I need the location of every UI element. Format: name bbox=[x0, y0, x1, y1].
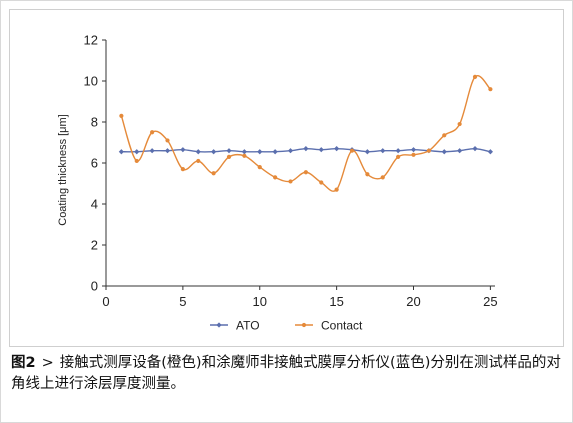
data-point-ato bbox=[395, 148, 401, 154]
data-point-ato bbox=[257, 149, 263, 155]
y-tick-label: 2 bbox=[91, 238, 98, 253]
data-point-contact bbox=[472, 74, 478, 79]
x-tick-label: 0 bbox=[102, 294, 109, 309]
data-point-ato bbox=[441, 149, 447, 155]
data-point-contact bbox=[396, 154, 401, 159]
series-layer bbox=[118, 74, 493, 192]
data-point-contact bbox=[150, 130, 155, 135]
data-point-contact bbox=[119, 113, 124, 118]
data-point-contact bbox=[365, 172, 370, 177]
data-point-contact bbox=[349, 148, 355, 153]
data-point-ato bbox=[134, 149, 140, 155]
data-point-contact bbox=[457, 121, 462, 127]
data-point-ato bbox=[226, 148, 232, 154]
data-point-ato bbox=[380, 148, 386, 154]
data-point-contact bbox=[134, 158, 139, 164]
legend-label-contact: Contact bbox=[321, 319, 363, 333]
data-point-ato bbox=[272, 149, 278, 155]
data-point-contact bbox=[288, 179, 293, 184]
y-axis-ticks: 0 2 4 6 8 10 12 bbox=[84, 33, 106, 294]
data-point-contact bbox=[273, 175, 278, 180]
data-point-ato bbox=[457, 148, 463, 154]
y-axis-label: Coating thickness [μm] bbox=[57, 114, 69, 226]
y-tick-label: 6 bbox=[91, 156, 98, 171]
data-point-ato bbox=[164, 148, 171, 154]
data-point-contact bbox=[380, 175, 385, 180]
data-point-ato bbox=[195, 149, 201, 155]
x-tick-label: 10 bbox=[253, 294, 267, 309]
data-point-ato bbox=[287, 148, 294, 154]
x-tick-label: 5 bbox=[179, 294, 186, 309]
data-point-ato bbox=[487, 149, 493, 155]
data-point-contact bbox=[180, 167, 185, 172]
caption-text: 接触式测厚设备(橙色)和涂魔师非接触式膜厚分析仪(蓝色)分别在测试样品的对角线上… bbox=[11, 355, 561, 392]
figure-caption: 图2 > 接触式测厚设备(橙色)和涂魔师非接触式膜厚分析仪(蓝色)分别在测试样品的对… bbox=[11, 353, 566, 395]
data-point-contact bbox=[303, 170, 308, 175]
y-tick-label: 10 bbox=[84, 74, 98, 89]
data-point-contact bbox=[165, 138, 170, 143]
x-tick-label: 20 bbox=[406, 294, 420, 309]
x-tick-label: 25 bbox=[483, 294, 497, 309]
data-point-ato bbox=[472, 146, 478, 152]
x-tick-label: 15 bbox=[329, 294, 343, 309]
series-ato bbox=[118, 146, 493, 155]
data-point-ato bbox=[211, 149, 217, 155]
data-point-contact bbox=[319, 180, 324, 185]
data-point-contact bbox=[211, 171, 216, 176]
y-tick-label: 12 bbox=[84, 33, 98, 48]
y-tick-label: 8 bbox=[91, 115, 98, 130]
y-tick-label: 4 bbox=[91, 197, 98, 212]
data-point-ato bbox=[180, 147, 186, 153]
data-point-ato bbox=[118, 149, 124, 155]
data-point-ato bbox=[334, 146, 340, 152]
data-point-contact bbox=[334, 187, 339, 192]
caption-separator: > bbox=[41, 355, 54, 371]
data-point-ato bbox=[303, 146, 309, 152]
line-chart: 0 2 4 6 8 10 12 0 5 10 15 20 25 Coating thickness [… bbox=[57, 33, 498, 333]
legend-marker-contact bbox=[301, 322, 307, 328]
data-point-contact bbox=[442, 133, 447, 138]
data-point-contact bbox=[242, 153, 247, 158]
plot-axes bbox=[105, 40, 495, 287]
y-tick-label: 0 bbox=[91, 279, 98, 294]
data-point-ato bbox=[410, 147, 417, 153]
data-point-ato bbox=[241, 149, 247, 155]
legend: ATO Contact bbox=[210, 319, 363, 333]
chart-panel: 0 2 4 6 8 10 12 0 5 10 15 20 25 Coating thickness [… bbox=[9, 9, 564, 347]
legend-marker-ato bbox=[216, 322, 222, 328]
data-point-contact bbox=[196, 158, 201, 164]
caption-figure-number: 图2 bbox=[11, 355, 36, 371]
x-axis-ticks: 0 5 10 15 20 25 bbox=[102, 286, 498, 309]
data-point-ato bbox=[149, 148, 155, 154]
legend-label-ato: ATO bbox=[236, 319, 260, 333]
data-point-contact bbox=[257, 165, 262, 170]
data-point-contact bbox=[488, 87, 493, 92]
series-contact bbox=[119, 74, 493, 192]
data-point-ato bbox=[318, 147, 324, 153]
data-point-ato bbox=[364, 149, 370, 155]
data-point-contact bbox=[426, 148, 431, 153]
data-point-contact bbox=[411, 152, 416, 157]
data-point-contact bbox=[226, 154, 232, 159]
